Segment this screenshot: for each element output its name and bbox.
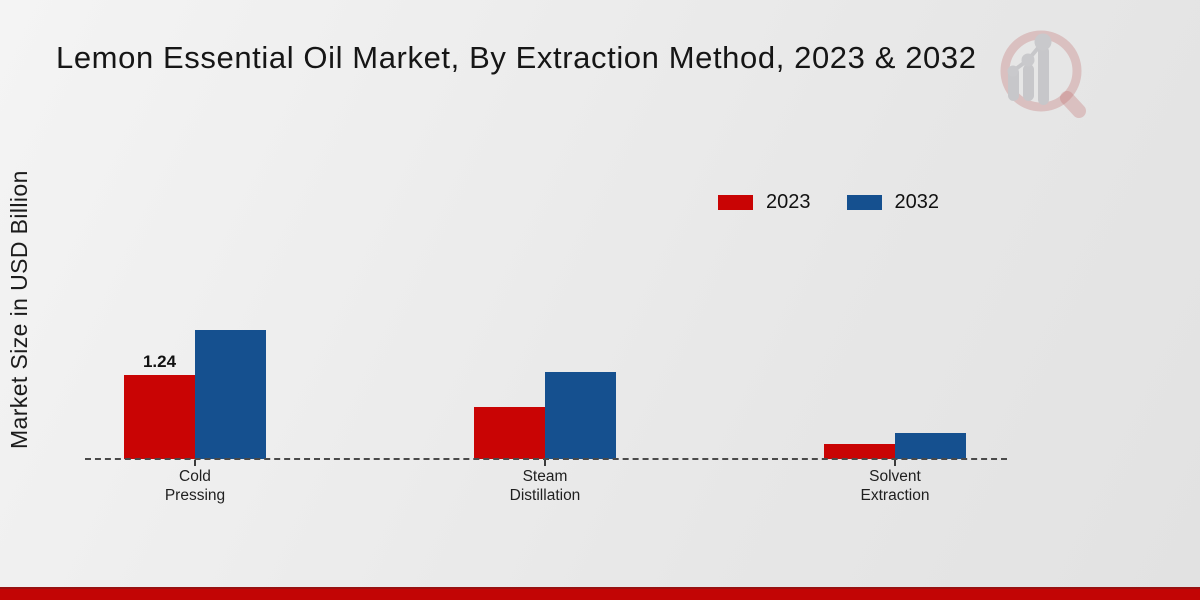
legend-item-2023: 2023 (718, 191, 811, 214)
bar-cold-pressing-2023 (124, 375, 195, 459)
legend-item-2032: 2032 (846, 191, 940, 214)
page-title: Lemon Essential Oil Market, By Extractio… (56, 40, 977, 75)
legend-label-2032: 2032 (894, 191, 940, 213)
x-axis-tick (544, 460, 546, 466)
magnifier-growth-chart-logo-icon (1000, 30, 1086, 118)
legend-label-2023: 2023 (766, 191, 811, 213)
category-label-solvent-extraction: Solvent Extraction (860, 468, 930, 505)
bar-solvent-extraction-2023 (824, 444, 895, 459)
x-axis-tick (894, 460, 896, 466)
category-label-steam-distillation: Steam Distillation (509, 468, 581, 505)
bar-value-label: 1.24 (142, 352, 177, 371)
bar-solvent-extraction-2032 (895, 433, 966, 459)
category-label-cold-pressing: Cold Pressing (164, 468, 226, 505)
legend-swatch-2023 (718, 195, 753, 210)
chart-legend: 2023 2032 (718, 191, 939, 214)
bar-cold-pressing-2032 (195, 330, 266, 459)
bar-steam-distillation-2032 (545, 372, 616, 459)
footer-accent-bar (0, 587, 1200, 600)
x-axis-tick (194, 460, 196, 466)
x-axis-dashed-baseline (85, 458, 1007, 460)
bar-steam-distillation-2023 (474, 407, 545, 459)
legend-swatch-2032 (846, 195, 882, 210)
